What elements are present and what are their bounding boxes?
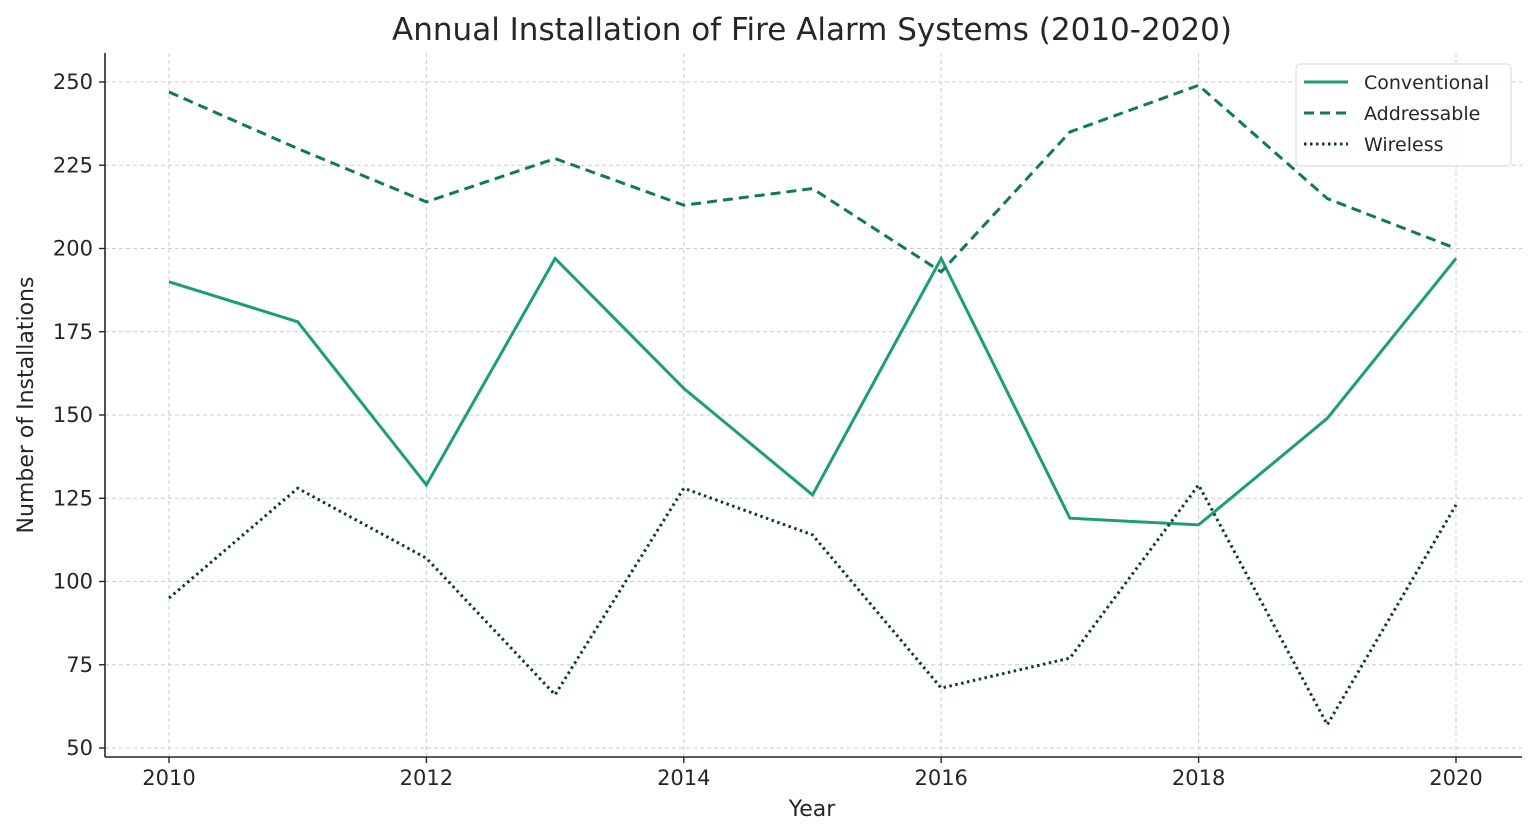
x-tick-label: 2010: [142, 766, 195, 790]
y-tick-label: 125: [53, 486, 93, 510]
series-conventional: [168, 255, 1458, 527]
legend-label-conventional: Conventional: [1364, 72, 1489, 94]
legend: Conventional Addressable Wireless: [1295, 63, 1512, 167]
y-tick-label: 225: [53, 153, 93, 177]
axes: [104, 53, 1522, 758]
series-addressable: [168, 83, 1457, 274]
x-tick-label: 2018: [1172, 766, 1225, 790]
chart-title: Annual Installation of Fire Alarm System…: [392, 12, 1232, 48]
x-tick-label: 2012: [400, 766, 453, 790]
y-tick-label: 75: [66, 653, 93, 677]
legend-label-wireless: Wireless: [1364, 134, 1444, 156]
series-wireless: [168, 482, 1458, 728]
y-axis-label: Number of Installations: [14, 277, 39, 534]
grid-lines: [105, 53, 1522, 757]
y-tick-label: 100: [53, 570, 93, 594]
legend-label-addressable: Addressable: [1364, 103, 1480, 125]
y-tick-label: 200: [53, 237, 93, 261]
x-tick-label: 2014: [657, 766, 710, 790]
y-axis-ticks: 50 75 100 125 150 175 200 225 250: [53, 70, 105, 760]
data-series: [168, 83, 1458, 728]
y-tick-label: 175: [53, 320, 93, 344]
y-tick-label: 150: [53, 403, 93, 427]
legend-box: [1295, 63, 1512, 167]
x-tick-label: 2016: [914, 766, 967, 790]
x-axis-label: Year: [788, 797, 837, 822]
x-tick-label: 2020: [1429, 766, 1482, 790]
x-axis-ticks: 2010 2012 2014 2016 2018 2020: [142, 757, 1483, 790]
y-tick-label: 50: [66, 736, 93, 760]
y-tick-label: 250: [53, 70, 93, 94]
